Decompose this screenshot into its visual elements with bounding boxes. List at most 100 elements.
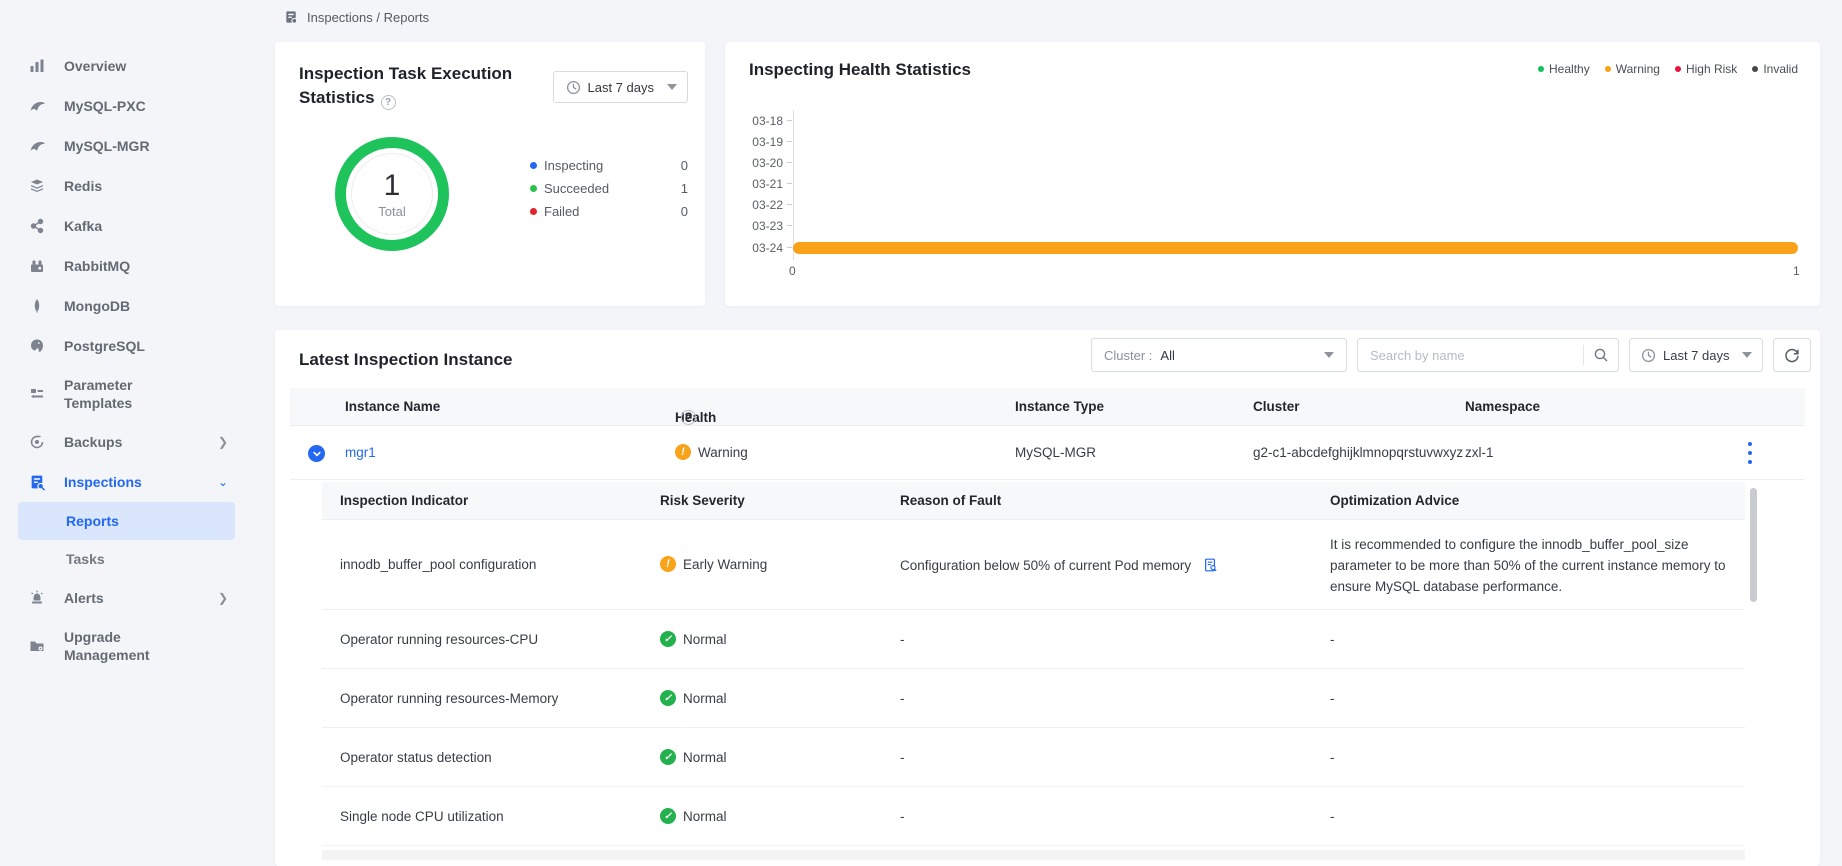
dolphin-icon — [28, 97, 46, 115]
check-icon: ✓ — [660, 631, 676, 647]
legend-item-inspecting[interactable]: Inspecting 0 — [530, 154, 688, 177]
detail-row: Operator running resources-Memory ✓Norma… — [322, 669, 1745, 728]
legend-value: 1 — [681, 181, 688, 196]
column-header-optimization-advice: Optimization Advice — [1330, 493, 1740, 508]
rabbitmq-icon — [28, 257, 46, 275]
sidebar-item-label: Backups — [64, 433, 122, 451]
namespace-cell: zxl-1 — [1465, 445, 1494, 460]
column-header-instance-name: Instance Name — [345, 399, 440, 414]
detail-header: Inspection Indicator Risk Severity Reaso… — [322, 482, 1745, 520]
sidebar-item-parameter-templates[interactable]: Parameter Templates — [0, 366, 258, 422]
donut-legend: Inspecting 0 Succeeded 1 Failed 0 — [530, 154, 688, 223]
legend-dot — [530, 185, 537, 192]
sidebar-item-overview[interactable]: Overview — [0, 46, 258, 86]
warning-bar-03-24[interactable] — [793, 242, 1798, 254]
sidebar-item-inspections[interactable]: Inspections ⌄ — [0, 462, 258, 502]
sidebar-item-mysql-mgr[interactable]: MySQL-MGR — [0, 126, 258, 166]
parameter-list-icon — [28, 385, 46, 403]
detail-row: innodb_buffer_pool configuration !Early … — [322, 520, 1745, 610]
search-input[interactable] — [1358, 340, 1583, 370]
sidebar-item-label: Kafka — [64, 217, 102, 235]
donut-chart: 1 Total — [335, 137, 449, 251]
legend-value: 0 — [681, 158, 688, 173]
cluster-filter-select[interactable]: Cluster : All — [1091, 338, 1347, 372]
instance-name-link[interactable]: mgr1 — [345, 445, 376, 460]
legend-item-failed[interactable]: Failed 0 — [530, 200, 688, 223]
risk-severity-badge: ✓Normal — [660, 690, 727, 706]
check-icon: ✓ — [660, 749, 676, 765]
donut-total-value: 1 — [384, 170, 401, 202]
detail-row: Single node CPU utilization ✓Normal - - — [322, 787, 1745, 846]
sidebar-item-alerts[interactable]: Alerts ❯ — [0, 578, 258, 618]
column-header-instance-type: Instance Type — [1015, 399, 1104, 414]
sidebar-item-postgresql[interactable]: PostgreSQL — [0, 326, 258, 366]
sidebar-item-backups[interactable]: Backups ❯ — [0, 422, 258, 462]
sidebar-item-mysql-pxc[interactable]: MySQL-PXC — [0, 86, 258, 126]
scrollbar-thumb[interactable] — [1750, 488, 1757, 602]
app-window: Overview MySQL-PXC MySQL-MGR Redis Kafka — [0, 0, 1842, 866]
donut-total-label: Total — [378, 204, 405, 219]
health-statistics-card: Inspecting Health Statistics Healthy War… — [725, 42, 1820, 306]
sidebar-item-tasks[interactable]: Tasks — [0, 540, 258, 578]
health-status-badge: !Warning — [675, 444, 748, 460]
elephant-icon — [28, 337, 46, 355]
legend-dot — [1605, 66, 1611, 72]
y-axis-label: 03-20 — [725, 156, 783, 170]
sidebar-item-redis[interactable]: Redis — [0, 166, 258, 206]
legend-dot — [1752, 66, 1758, 72]
chevron-right-icon: ❯ — [218, 435, 228, 449]
legend-item-warning[interactable]: Warning — [1605, 62, 1660, 76]
advice-cell: - — [1330, 691, 1740, 706]
clock-icon — [566, 80, 581, 95]
clock-icon — [1641, 348, 1656, 363]
legend-dot — [1538, 66, 1544, 72]
legend-label: Failed — [544, 204, 579, 219]
legend-item-invalid[interactable]: Invalid — [1752, 62, 1798, 76]
chevron-down-icon — [667, 84, 677, 90]
task-execution-card: Inspection Task Execution Statistics? La… — [275, 42, 705, 306]
indicator-cell: Operator status detection — [340, 750, 492, 765]
detail-row: Operator status detection ✓Normal - - — [322, 728, 1745, 787]
sidebar-item-reports[interactable]: Reports — [18, 502, 235, 540]
legend-dot — [1675, 66, 1681, 72]
y-axis-label: 03-18 — [725, 114, 783, 128]
sidebar-item-upgrade-management[interactable]: Upgrade Management — [0, 618, 258, 674]
siren-icon — [28, 589, 46, 607]
help-icon[interactable]: ? — [681, 410, 696, 425]
legend-label: Healthy — [1549, 62, 1590, 76]
report-view-icon[interactable] — [1199, 561, 1218, 576]
network-nodes-icon — [28, 217, 46, 235]
column-header-namespace: Namespace — [1465, 399, 1540, 414]
inspection-report-icon — [28, 473, 46, 491]
collapse-row-button[interactable] — [308, 445, 325, 462]
sidebar-item-label: Alerts — [64, 589, 104, 607]
cluster-filter-label: Cluster : — [1104, 348, 1152, 363]
time-range-dropdown[interactable]: Last 7 days — [1629, 338, 1763, 372]
reason-cell: Configuration below 50% of current Pod m… — [900, 557, 1218, 576]
chevron-down-icon — [1742, 352, 1752, 358]
sidebar-item-rabbitmq[interactable]: RabbitMQ — [0, 246, 258, 286]
legend-item-healthy[interactable]: Healthy — [1538, 62, 1590, 76]
sidebar-item-label: Overview — [64, 57, 126, 75]
breadcrumb-text: Inspections / Reports — [307, 10, 429, 25]
folder-gear-icon — [28, 637, 46, 655]
help-icon[interactable]: ? — [381, 95, 396, 110]
legend-dot — [530, 208, 537, 215]
inspection-detail-table: Inspection Indicator Risk Severity Reaso… — [322, 482, 1745, 846]
chevron-down-icon — [1324, 352, 1334, 358]
sidebar-item-label: PostgreSQL — [64, 337, 145, 355]
sidebar-item-kafka[interactable]: Kafka — [0, 206, 258, 246]
search-icon[interactable] — [1584, 347, 1618, 363]
time-range-dropdown[interactable]: Last 7 days — [553, 71, 689, 103]
legend-item-high-risk[interactable]: High Risk — [1675, 62, 1737, 76]
sidebar-item-mongodb[interactable]: MongoDB — [0, 286, 258, 326]
refresh-button[interactable] — [1773, 338, 1811, 372]
bar-chart-icon — [28, 57, 46, 75]
legend-item-succeeded[interactable]: Succeeded 1 — [530, 177, 688, 200]
detail-row: Operator running resources-CPU ✓Normal -… — [322, 610, 1745, 669]
x-axis-tick: 0 — [789, 264, 796, 278]
sidebar-item-label: Redis — [64, 177, 102, 195]
cluster-filter-value: All — [1160, 348, 1174, 363]
more-vertical-icon[interactable] — [1743, 442, 1757, 464]
legend-label: Warning — [1616, 62, 1660, 76]
